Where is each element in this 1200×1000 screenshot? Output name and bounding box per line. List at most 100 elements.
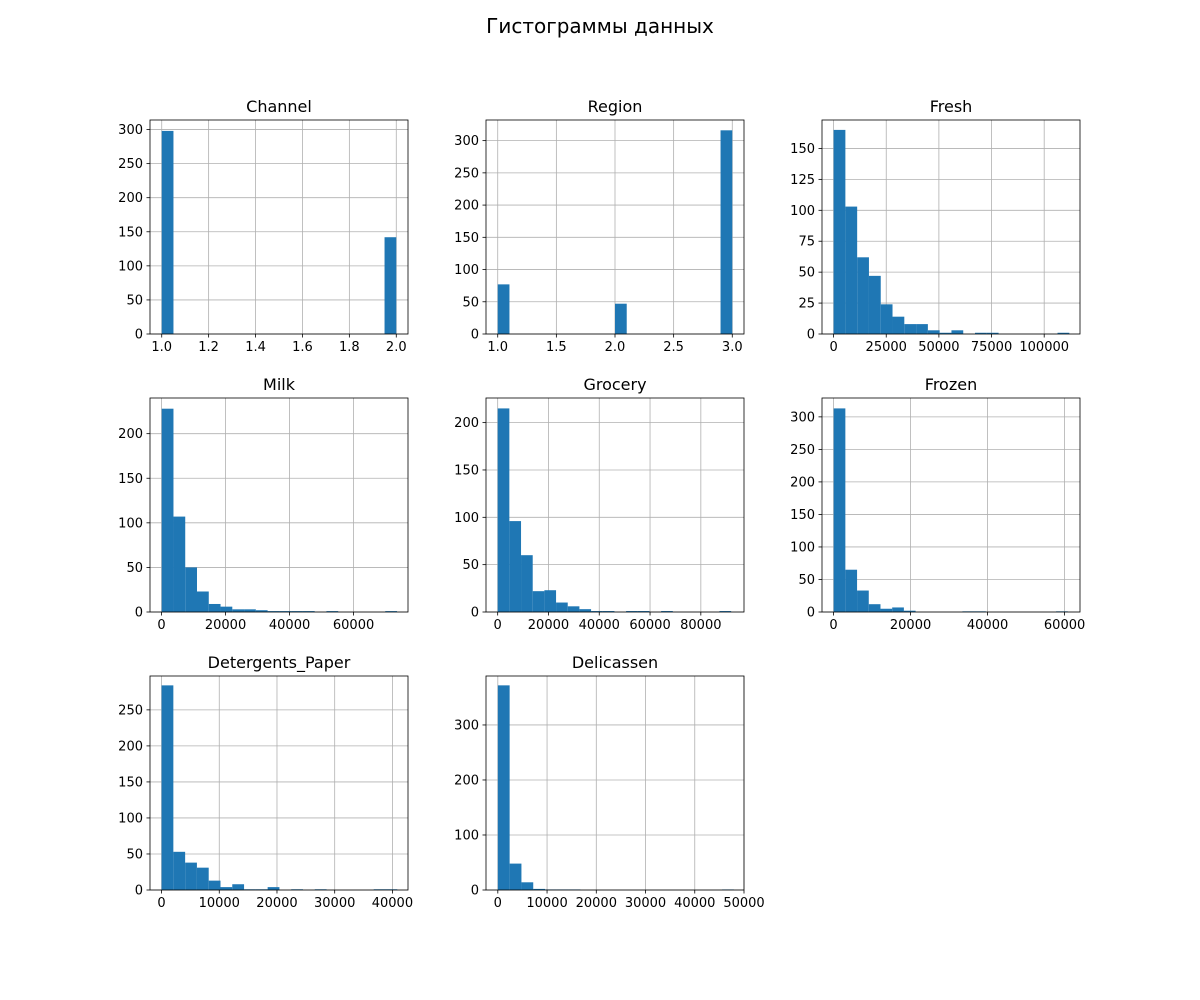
histogram-bar [892, 316, 905, 334]
panel-title: Channel [246, 97, 312, 116]
histogram-panel-frozen: 0 20000 40000 60000 0 50 100 150 200 250 300 Frozen [790, 375, 1085, 633]
histogram-bar [232, 609, 245, 612]
y-tick-label: 200 [118, 191, 143, 206]
histogram-bar [173, 851, 186, 890]
x-tick-label: 2.5 [663, 340, 684, 355]
histogram-bar [857, 590, 869, 612]
histogram-bar [845, 569, 858, 612]
histogram-panel-region: 1.0 1.5 2.0 2.5 3.0 0 50 100 150 200 250 300 Region [454, 97, 745, 355]
histogram-bar [904, 324, 917, 334]
y-tick-label: 0 [135, 328, 143, 343]
x-tick-label: 0 [494, 896, 502, 911]
histogram-bar [267, 887, 280, 890]
y-tick-label: 50 [462, 558, 479, 573]
axes-frame [485, 397, 745, 613]
y-tick-label: 100 [454, 828, 479, 843]
histogram-panel-delicassen: 0 10000 20000 30000 40000 50000 0 100 200 300 Deli… [454, 653, 765, 911]
histogram-bar [208, 603, 221, 612]
x-tick-label: 1.0 [151, 340, 172, 355]
x-tick-label: 2.0 [386, 340, 407, 355]
x-tick-label: 20000 [528, 618, 569, 633]
histogram-bar [868, 604, 881, 612]
y-tick-label: 150 [118, 472, 143, 487]
histogram-bar [185, 862, 197, 890]
histogram-bar [197, 591, 209, 612]
histogram-bar [868, 275, 881, 334]
y-tick-label: 0 [471, 606, 479, 621]
y-tick-label: 50 [798, 266, 815, 281]
y-tick-label: 250 [118, 157, 143, 172]
y-tick-label: 150 [790, 142, 815, 157]
x-tick-label: 40000 [674, 896, 715, 911]
histogram-bar [579, 609, 592, 612]
x-tick-label: 60000 [629, 618, 670, 633]
histogram-bar [220, 887, 233, 890]
y-tick-label: 125 [790, 173, 815, 188]
y-tick-label: 300 [454, 718, 479, 733]
histogram-bar [720, 130, 733, 334]
y-tick-label: 100 [118, 811, 143, 826]
y-tick-label: 200 [454, 416, 479, 431]
y-tick-label: 250 [454, 166, 479, 181]
y-tick-label: 150 [790, 508, 815, 523]
histogram-bar [567, 606, 580, 612]
histogram-panel-channel: 1.0 1.2 1.4 1.6 1.8 2.0 0 50 100 150 200 250 300 Chan… [118, 97, 409, 355]
histogram-bar [602, 611, 615, 612]
histogram-bar [556, 602, 568, 612]
x-tick-label: 2.0 [605, 340, 626, 355]
histogram-bar [533, 888, 546, 890]
histogram-bar [833, 408, 846, 612]
y-tick-label: 300 [118, 123, 143, 138]
y-tick-label: 50 [126, 847, 143, 862]
x-tick-label: 25000 [866, 340, 907, 355]
axes-frame [149, 119, 409, 335]
y-tick-label: 100 [454, 511, 479, 526]
y-tick-label: 300 [790, 410, 815, 425]
x-tick-label: 40000 [579, 618, 620, 633]
x-tick-label: 10000 [526, 896, 567, 911]
histogram-panel-milk: 0 20000 40000 60000 0 50 100 150 200 Milk [118, 375, 409, 633]
histogram-panel-detergents-paper: 0 10000 20000 30000 40000 0 50 100 150 200 250 Dete… [118, 653, 413, 911]
histogram-bar [637, 611, 650, 612]
y-tick-label: 50 [126, 293, 143, 308]
y-tick-label: 25 [798, 297, 815, 312]
histogram-bar [591, 611, 603, 612]
histogram-bar [196, 867, 209, 890]
histogram-bar [857, 257, 869, 334]
histogram-bar [892, 607, 904, 612]
x-tick-label: 0 [494, 618, 502, 633]
panel-title: Milk [263, 375, 296, 394]
y-tick-label: 0 [807, 328, 815, 343]
x-tick-label: 1.5 [546, 340, 567, 355]
histogram-bar [244, 609, 256, 612]
panel-title: Region [588, 97, 643, 116]
histogram-bar [255, 610, 268, 612]
x-tick-label: 30000 [314, 896, 355, 911]
histogram-bar [509, 521, 522, 612]
histogram-bar [497, 685, 510, 890]
y-tick-label: 200 [118, 739, 143, 754]
histogram-bar [719, 611, 732, 612]
histogram-bar [161, 408, 174, 612]
histogram-bar [951, 330, 964, 334]
figure-title: Гистограммы данных [486, 14, 714, 38]
x-tick-label: 0 [157, 618, 165, 633]
histogram-bar [208, 880, 221, 890]
histogram-bar [232, 884, 245, 890]
x-tick-label: 1.2 [198, 340, 219, 355]
x-tick-label: 10000 [199, 896, 240, 911]
histogram-bar [161, 685, 174, 890]
histogram-bar [615, 303, 627, 334]
x-tick-label: 50000 [723, 896, 764, 911]
x-tick-label: 20000 [890, 618, 931, 633]
x-tick-label: 1.8 [339, 340, 360, 355]
x-tick-label: 1.4 [245, 340, 266, 355]
x-tick-label: 80000 [680, 618, 721, 633]
axes-frame [821, 119, 1081, 335]
panel-title: Delicassen [572, 653, 658, 672]
y-tick-label: 100 [454, 263, 479, 278]
histogram-bar [626, 611, 638, 612]
y-tick-label: 0 [135, 884, 143, 899]
histogram-bar [220, 606, 233, 612]
